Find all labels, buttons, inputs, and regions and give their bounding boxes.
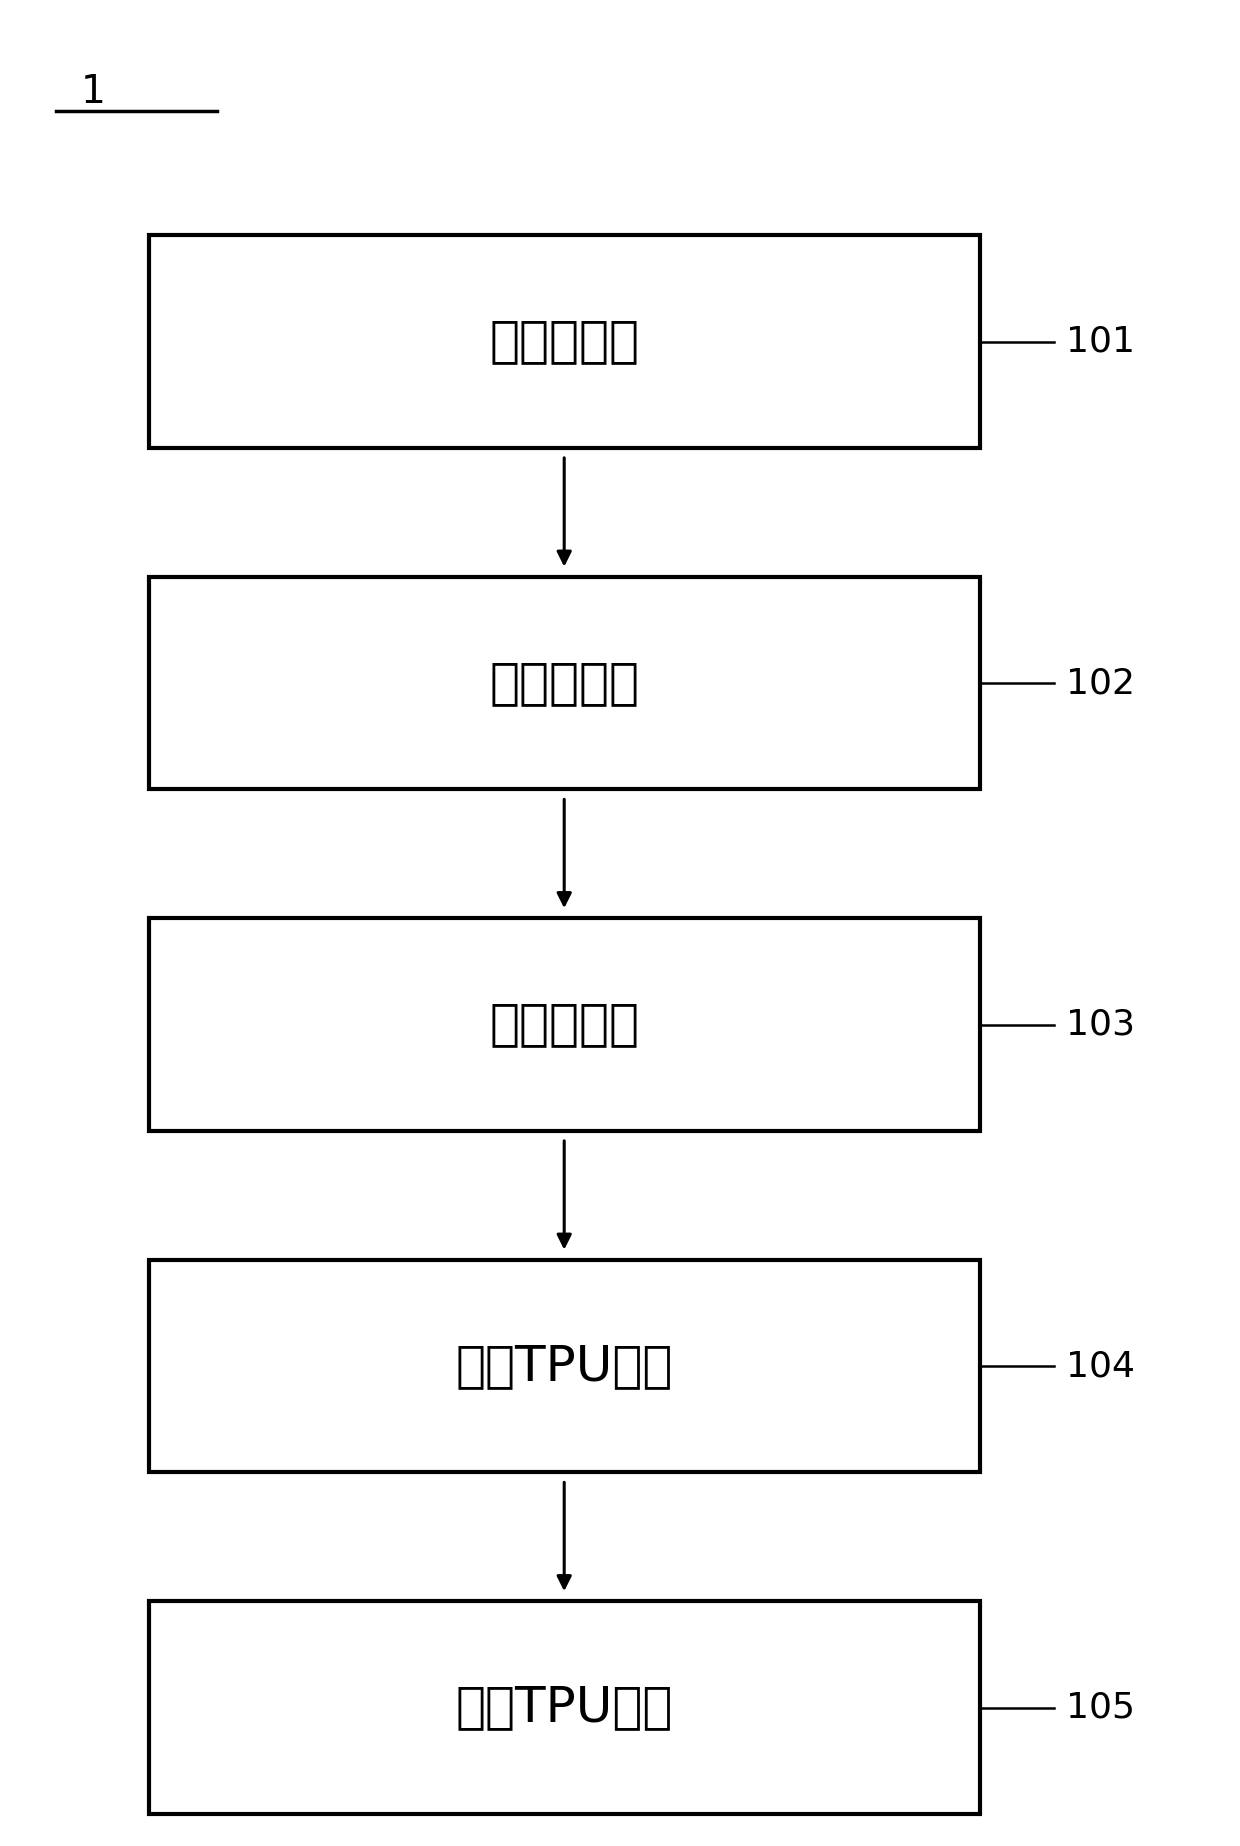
Text: 制备反应物: 制备反应物 (490, 318, 639, 366)
Bar (149, 1259, 980, 1473)
Text: 104: 104 (1066, 1349, 1136, 1383)
Text: 101: 101 (1066, 325, 1136, 358)
Text: 103: 103 (1066, 1008, 1136, 1041)
Text: 1: 1 (81, 74, 105, 111)
Bar (149, 1600, 980, 1813)
Bar (149, 236, 980, 449)
Text: 制备TPU胶片: 制备TPU胶片 (455, 1684, 673, 1732)
Bar (149, 576, 980, 790)
Text: 制备浇注料: 制备浇注料 (490, 659, 639, 707)
Text: 制备TPU粒子: 制备TPU粒子 (455, 1342, 673, 1390)
Text: 浇注、固化: 浇注、固化 (490, 1001, 639, 1049)
Text: 105: 105 (1066, 1691, 1136, 1724)
Bar (149, 917, 980, 1130)
Text: 102: 102 (1066, 666, 1136, 700)
